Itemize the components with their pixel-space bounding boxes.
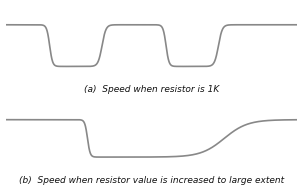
Text: (b)  Speed when resistor value is increased to large extent: (b) Speed when resistor value is increas…: [19, 176, 284, 185]
Text: (a)  Speed when resistor is 1K: (a) Speed when resistor is 1K: [84, 85, 219, 94]
